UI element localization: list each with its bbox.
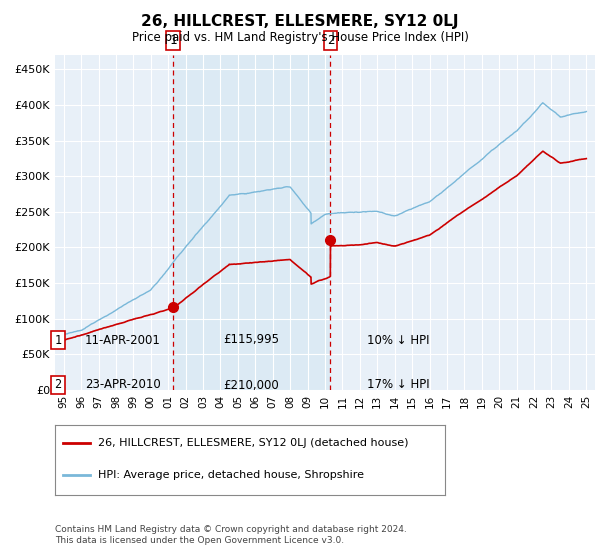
Text: 11-APR-2001: 11-APR-2001 <box>85 334 161 347</box>
Text: 17% ↓ HPI: 17% ↓ HPI <box>367 379 430 391</box>
Text: 1: 1 <box>169 34 177 46</box>
Text: Price paid vs. HM Land Registry's House Price Index (HPI): Price paid vs. HM Land Registry's House … <box>131 31 469 44</box>
Text: £115,995: £115,995 <box>223 334 279 347</box>
Text: 26, HILLCREST, ELLESMERE, SY12 0LJ: 26, HILLCREST, ELLESMERE, SY12 0LJ <box>141 14 459 29</box>
Text: 2: 2 <box>326 34 334 46</box>
Text: HPI: Average price, detached house, Shropshire: HPI: Average price, detached house, Shro… <box>98 470 364 480</box>
Text: 23-APR-2010: 23-APR-2010 <box>85 379 161 391</box>
Text: 10% ↓ HPI: 10% ↓ HPI <box>367 334 430 347</box>
Bar <box>173 55 331 390</box>
Text: £210,000: £210,000 <box>223 379 279 391</box>
Text: Contains HM Land Registry data © Crown copyright and database right 2024.
This d: Contains HM Land Registry data © Crown c… <box>55 525 407 545</box>
Text: 2: 2 <box>55 379 62 391</box>
Text: 1: 1 <box>55 334 62 347</box>
Text: 26, HILLCREST, ELLESMERE, SY12 0LJ (detached house): 26, HILLCREST, ELLESMERE, SY12 0LJ (deta… <box>98 437 409 447</box>
